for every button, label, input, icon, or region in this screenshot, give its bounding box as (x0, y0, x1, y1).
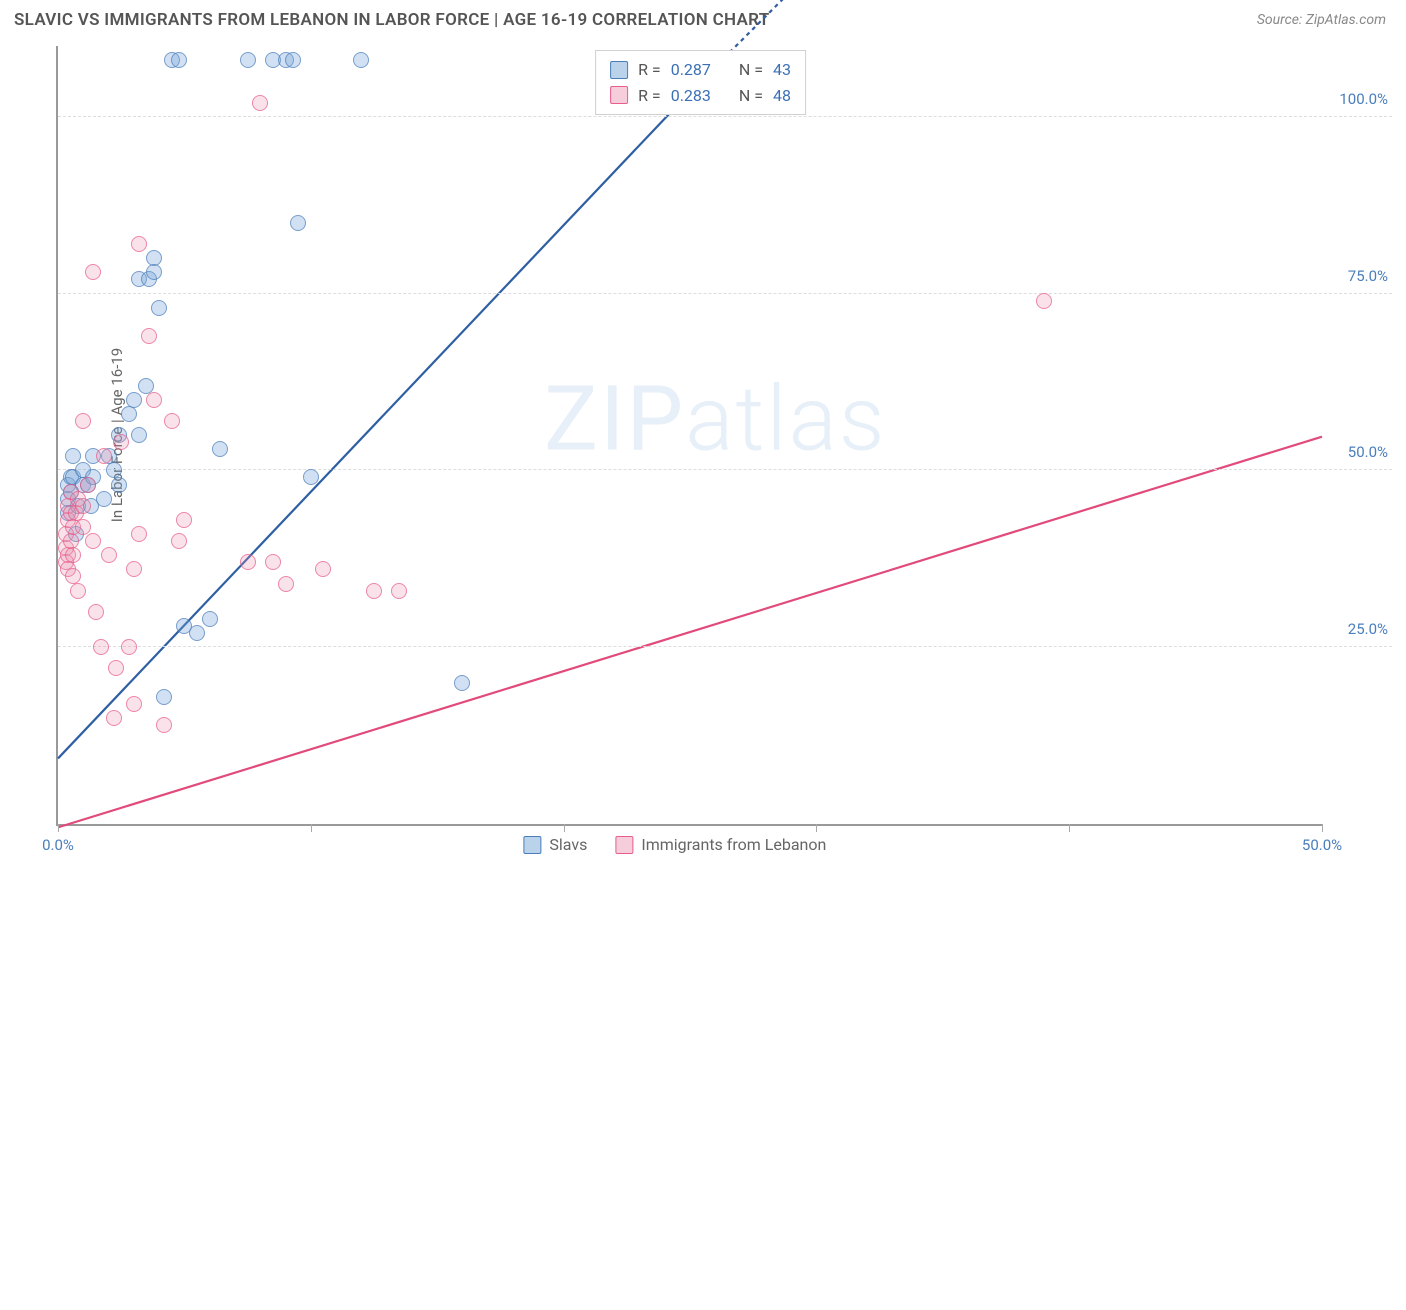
data-point (212, 441, 228, 457)
data-point (146, 264, 162, 280)
data-point (111, 477, 127, 493)
data-point (126, 392, 142, 408)
data-point (113, 434, 129, 450)
n-label: N = (739, 57, 763, 83)
data-point (131, 526, 147, 542)
x-tick (311, 824, 312, 832)
legend-label-slavs: Slavs (549, 835, 587, 854)
data-point (65, 547, 81, 563)
chart-container: In Labor Force | Age 16-19 ZIPatlas R = … (14, 46, 1392, 878)
data-point (88, 604, 104, 620)
gridline-h (58, 116, 1392, 117)
data-point (315, 561, 331, 577)
gridline-h (58, 646, 1392, 647)
data-point (164, 413, 180, 429)
data-point (265, 554, 281, 570)
swatch-blue-icon (523, 836, 541, 854)
data-point (141, 328, 157, 344)
gridline-h (58, 469, 1392, 470)
series-legend: Slavs Immigrants from Lebanon (523, 835, 826, 854)
data-point (121, 639, 137, 655)
data-point (75, 519, 91, 535)
y-tick-label: 75.0% (1328, 267, 1388, 285)
data-point (303, 469, 319, 485)
data-point (353, 52, 369, 68)
data-point (131, 236, 147, 252)
r-label: R = (638, 57, 661, 83)
r-label: R = (638, 83, 661, 109)
y-tick-label: 50.0% (1328, 443, 1388, 461)
data-point (171, 533, 187, 549)
data-point (70, 583, 86, 599)
data-point (75, 413, 91, 429)
data-point (176, 512, 192, 528)
data-point (454, 675, 470, 691)
legend-row-lebanon: R = 0.283 N = 48 (610, 83, 791, 109)
data-point (240, 554, 256, 570)
gridline-h (58, 293, 1392, 294)
data-point (189, 625, 205, 641)
data-point (85, 264, 101, 280)
data-point (65, 448, 81, 464)
data-point (391, 583, 407, 599)
n-value-lebanon: 48 (773, 83, 791, 109)
data-point (121, 406, 137, 422)
data-point (240, 52, 256, 68)
x-tick (1322, 824, 1323, 832)
swatch-blue-icon (610, 61, 628, 79)
watermark-bold: ZIP (544, 367, 685, 472)
watermark-light: atlas (685, 367, 886, 472)
n-label: N = (739, 83, 763, 109)
legend-label-lebanon: Immigrants from Lebanon (641, 835, 826, 854)
data-point (126, 696, 142, 712)
data-point (146, 392, 162, 408)
chart-header: SLAVIC VS IMMIGRANTS FROM LEBANON IN LAB… (0, 0, 1406, 36)
swatch-pink-icon (610, 86, 628, 104)
x-tick (816, 824, 817, 832)
r-value-slavs: 0.287 (671, 57, 711, 83)
data-point (85, 533, 101, 549)
watermark: ZIPatlas (544, 367, 886, 472)
chart-title: SLAVIC VS IMMIGRANTS FROM LEBANON IN LAB… (14, 10, 769, 30)
x-tick (58, 824, 59, 832)
data-point (106, 710, 122, 726)
x-tick-label: 50.0% (1302, 836, 1342, 854)
data-point (1036, 293, 1052, 309)
data-point (126, 561, 142, 577)
data-point (75, 498, 91, 514)
source-attribution: Source: ZipAtlas.com (1257, 12, 1386, 28)
data-point (285, 52, 301, 68)
data-point (80, 477, 96, 493)
data-point (202, 611, 218, 627)
n-value-slavs: 43 (773, 57, 791, 83)
trendlines-svg (58, 46, 1322, 1310)
data-point (151, 300, 167, 316)
correlation-legend: R = 0.287 N = 43 R = 0.283 N = 48 (595, 50, 806, 115)
data-point (131, 427, 147, 443)
r-value-lebanon: 0.283 (671, 83, 711, 109)
data-point (290, 215, 306, 231)
x-tick (1069, 824, 1070, 832)
legend-item-slavs: Slavs (523, 835, 587, 854)
x-tick-label: 0.0% (42, 836, 74, 854)
data-point (96, 448, 112, 464)
data-point (108, 660, 124, 676)
data-point (278, 576, 294, 592)
legend-row-slavs: R = 0.287 N = 43 (610, 57, 791, 83)
swatch-pink-icon (615, 836, 633, 854)
x-tick (564, 824, 565, 832)
legend-item-lebanon: Immigrants from Lebanon (615, 835, 826, 854)
data-point (252, 95, 268, 111)
data-point (96, 491, 112, 507)
data-point (101, 547, 117, 563)
data-point (93, 639, 109, 655)
data-point (156, 689, 172, 705)
y-tick-label: 25.0% (1328, 620, 1388, 638)
data-point (171, 52, 187, 68)
plot-area: In Labor Force | Age 16-19 ZIPatlas R = … (56, 46, 1322, 826)
y-tick-label: 100.0% (1328, 90, 1388, 108)
data-point (366, 583, 382, 599)
data-point (156, 717, 172, 733)
